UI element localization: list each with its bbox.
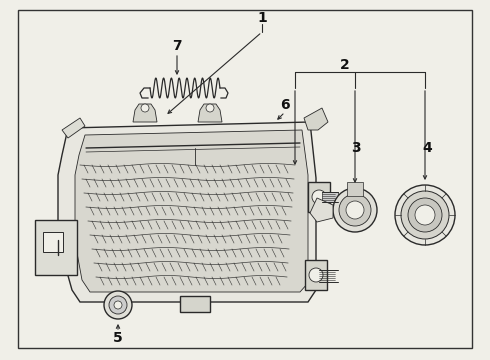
Polygon shape [310, 198, 333, 222]
Text: 1: 1 [257, 11, 267, 25]
Bar [305, 260, 327, 290]
Circle shape [109, 296, 127, 314]
Circle shape [141, 104, 149, 112]
Circle shape [104, 291, 132, 319]
Polygon shape [75, 130, 308, 292]
Bar [43, 232, 63, 252]
Text: 5: 5 [113, 331, 123, 345]
Circle shape [333, 188, 377, 232]
Circle shape [408, 198, 442, 232]
Text: 2: 2 [340, 58, 350, 72]
Circle shape [339, 194, 371, 226]
Bar [347, 182, 363, 196]
Circle shape [312, 190, 326, 204]
Text: 4: 4 [422, 141, 432, 155]
Circle shape [206, 104, 214, 112]
Circle shape [114, 301, 122, 309]
Circle shape [415, 205, 435, 225]
Bar [322, 192, 338, 202]
Text: 7: 7 [172, 39, 182, 53]
Circle shape [395, 185, 455, 245]
Bar [180, 296, 210, 312]
Circle shape [401, 191, 449, 239]
Text: 6: 6 [280, 98, 290, 112]
Polygon shape [133, 104, 157, 122]
Text: 3: 3 [351, 141, 361, 155]
Bar [35, 220, 77, 275]
Polygon shape [304, 108, 328, 130]
Circle shape [346, 201, 364, 219]
Polygon shape [62, 118, 85, 138]
Bar [308, 182, 330, 212]
Circle shape [309, 268, 323, 282]
Polygon shape [198, 104, 222, 122]
Polygon shape [58, 122, 316, 302]
